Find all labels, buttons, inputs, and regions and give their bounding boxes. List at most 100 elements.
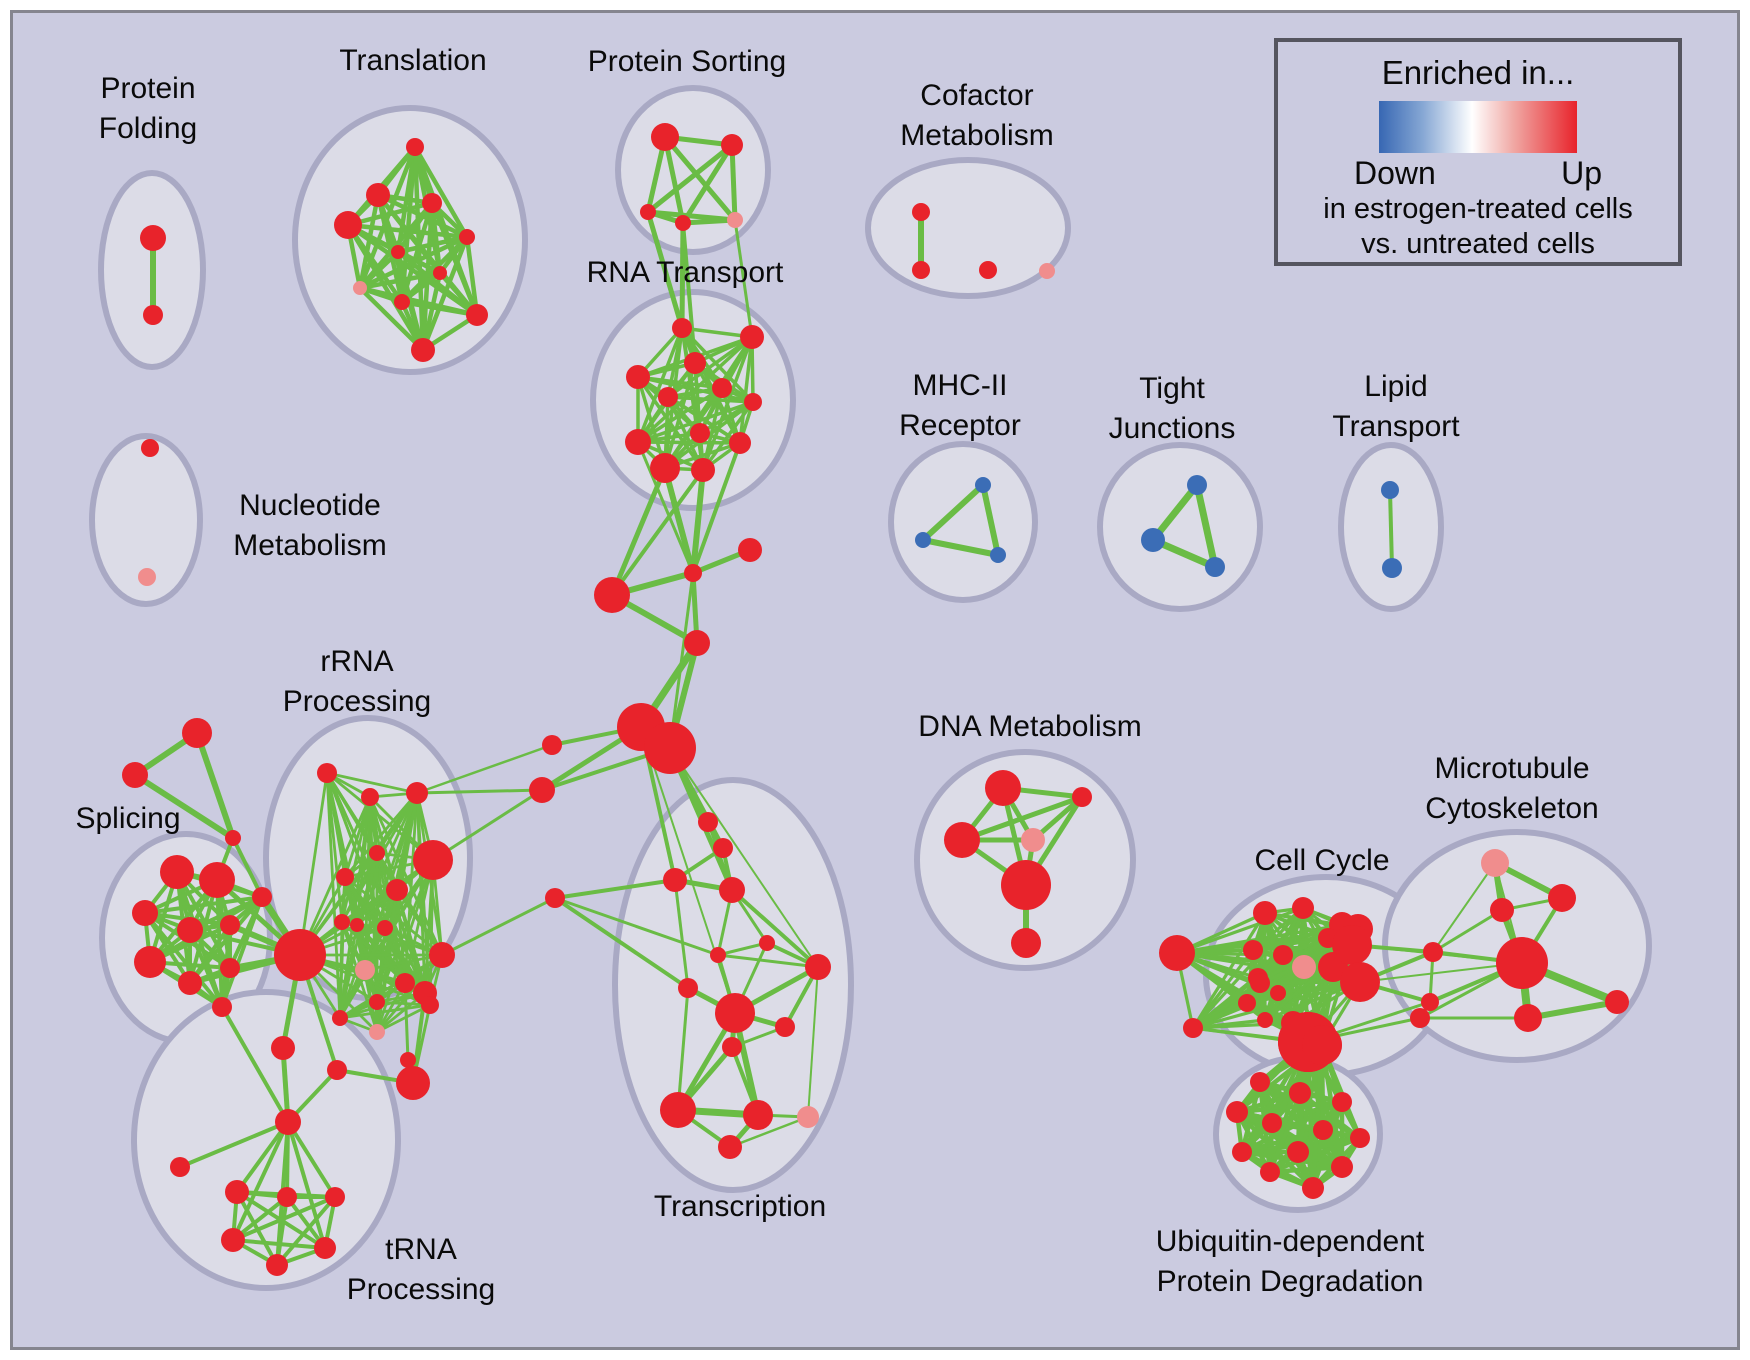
network-edge [701,400,755,472]
network-edge [339,953,443,1020]
gene-set-node [658,387,678,407]
gene-set-node [220,958,240,978]
gene-set-node [141,439,159,457]
gene-set-node [406,138,424,156]
network-edge [637,400,754,444]
network-edge [980,484,1001,556]
gene-set-node [134,946,166,978]
network-edge [413,145,469,239]
network-edge [420,236,470,351]
cluster-label-lipid-transport: Transport [1332,410,1460,443]
network-edge [1192,1018,1266,1030]
gene-set-node [421,996,439,1014]
cluster-ellipse-cofactor-metabolism [865,157,1071,299]
network-edge [681,222,697,364]
gene-set-node [718,1135,742,1159]
gene-set-node [336,868,354,886]
gene-set-node [1332,925,1372,965]
network-edge [347,200,433,228]
gene-set-node [275,1109,301,1135]
gene-set-node [334,914,350,930]
gene-set-node [912,261,930,279]
gene-set-node [422,193,442,213]
network-edge [148,895,264,964]
gene-set-node [740,325,764,349]
gene-set-node [132,900,158,926]
legend-note-line2: vs. untreated cells [1361,228,1595,260]
gene-set-node [912,203,930,221]
cluster-label-translation: Translation [339,44,486,77]
gene-set-node [1340,962,1380,1002]
gene-set-node [252,887,272,907]
gene-set-node [650,453,680,483]
network-edge [143,911,224,1009]
network-edge [637,440,741,445]
network-edge [729,1115,809,1149]
gene-set-node [1292,897,1314,919]
cluster-label-dna-metabolism: DNA Metabolism [918,710,1141,743]
network-edge [1359,962,1523,983]
gene-set-node [1243,940,1263,960]
network-edge [325,772,432,1006]
gene-set-node [640,204,656,220]
gene-set-node [1287,1141,1309,1163]
network-edge [680,143,735,225]
cluster-label-tight-junctions: Tight [1139,372,1205,405]
network-edge [738,336,754,444]
network-edge [275,1195,337,1267]
gene-set-node [122,762,148,788]
gene-set-node [143,305,163,325]
network-edge [1191,906,1305,1030]
gene-set-node [400,1052,416,1068]
network-edge [637,386,723,444]
gene-set-node [266,1254,288,1276]
legend-gradient-bar [1379,101,1577,153]
cluster-label-microtubule-cytoskeleton: Microtubule [1434,752,1589,785]
network-edge [429,202,480,316]
gene-set-node [369,845,385,861]
cluster-label-ubiquitin-degradation: Protein Degradation [1157,1265,1424,1298]
cluster-label-nucleotide-metabolism: Nucleotide [239,489,381,522]
network-edge [133,772,235,841]
gene-set-node [274,929,326,981]
gene-set-node [684,352,706,374]
network-edge [339,1003,431,1020]
gene-set-node [317,763,337,783]
gene-set-node [1302,1025,1342,1065]
network-edge [1191,949,1255,1029]
gene-set-node [391,245,405,259]
gene-set-node [178,971,202,995]
gene-set-node [979,261,997,279]
cluster-label-protein-sorting: Protein Sorting [588,45,786,78]
gene-set-node [413,840,453,880]
gene-set-node [1021,828,1045,852]
network-edge [403,792,419,984]
legend-box: Enriched in... Down Up in estrogen-treat… [1274,38,1682,266]
network-edge [416,788,543,795]
gene-set-node [334,211,362,239]
network-edge [668,572,695,749]
network-edge [717,953,819,969]
gene-set-node [1039,263,1055,279]
gene-set-node [1250,1072,1270,1092]
gene-set-node [1253,901,1277,925]
gene-set-node [225,830,241,846]
gene-set-node [1313,1120,1333,1140]
gene-set-node [1331,1156,1353,1178]
gene-set-node [712,378,732,398]
network-edge [358,250,400,290]
gene-set-node [140,225,166,251]
gene-set-node [660,1092,696,1128]
network-edge [359,270,441,291]
network-edge [232,1195,336,1242]
network-edge [636,375,705,472]
gene-set-node [1238,994,1256,1012]
gene-set-node [721,134,743,156]
network-edge [340,796,372,923]
gene-set-node [1260,1162,1280,1182]
network-edge [662,136,686,224]
gene-set-node [727,212,743,228]
gene-set-node [1381,481,1399,499]
gene-set-node [1289,1082,1311,1104]
